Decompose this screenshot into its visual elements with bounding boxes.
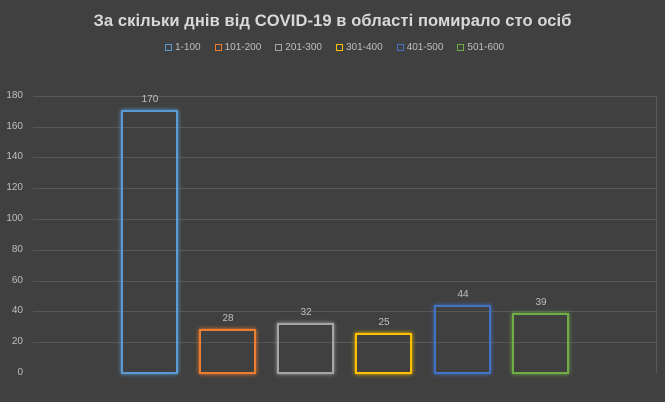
y-tick: 160 (6, 121, 23, 132)
bar-101-200 (199, 329, 256, 374)
legend-item: 201-300 (275, 42, 322, 53)
gridline (33, 157, 657, 158)
gridline (33, 219, 657, 220)
legend-swatch-icon (457, 44, 465, 51)
gridline (33, 281, 657, 282)
bar-value-label: 44 (457, 289, 469, 300)
gridline (33, 188, 657, 189)
legend-swatch-icon (396, 44, 404, 51)
legend-item: 301-400 (335, 42, 383, 53)
bar-1-100 (121, 110, 178, 374)
bar-value-label: 25 (378, 317, 390, 328)
y-tick: 40 (11, 305, 23, 316)
bar-value-label: 32 (300, 307, 312, 318)
legend-item: 501-600 (457, 42, 504, 53)
bar-value-label: 28 (222, 313, 234, 324)
gridline (33, 127, 657, 128)
y-tick: 80 (11, 244, 23, 255)
y-tick: 120 (6, 182, 23, 193)
gridline (33, 250, 657, 251)
legend-item: 1-100 (165, 42, 201, 53)
gridline (33, 342, 657, 343)
legend-label: 501-600 (467, 42, 505, 53)
bar-501-600 (512, 313, 569, 374)
y-tick: 180 (6, 90, 23, 101)
legend-label: 101-200 (224, 42, 262, 53)
y-tick: 0 (17, 367, 23, 378)
legend-label: 201-300 (285, 42, 322, 53)
legend-item: 101-200 (214, 42, 262, 53)
legend-label: 401-500 (406, 42, 444, 53)
gridline (33, 311, 657, 312)
legend-item: 401-500 (396, 42, 444, 53)
bar-value-label: 39 (535, 297, 547, 308)
legend-label: 1-100 (175, 42, 201, 53)
bar-401-500 (434, 305, 491, 374)
legend-swatch-icon (214, 44, 222, 51)
legend: 1-100 101-200 201-300 301-400 401-500 50… (165, 42, 504, 53)
legend-label: 301-400 (345, 42, 383, 53)
y-tick: 140 (6, 151, 23, 162)
bar-value-label: 170 (141, 94, 159, 105)
bar-301-400 (355, 333, 412, 374)
chart-title: За скільки днів від COVID-19 в області п… (93, 12, 572, 30)
bar-201-300 (277, 323, 334, 374)
legend-swatch-icon (275, 44, 283, 51)
legend-swatch-icon (165, 44, 172, 51)
plot-area (33, 96, 657, 373)
legend-swatch-icon (335, 44, 343, 51)
y-tick: 60 (11, 275, 23, 286)
y-tick: 100 (6, 213, 23, 224)
y-tick: 20 (11, 336, 23, 347)
